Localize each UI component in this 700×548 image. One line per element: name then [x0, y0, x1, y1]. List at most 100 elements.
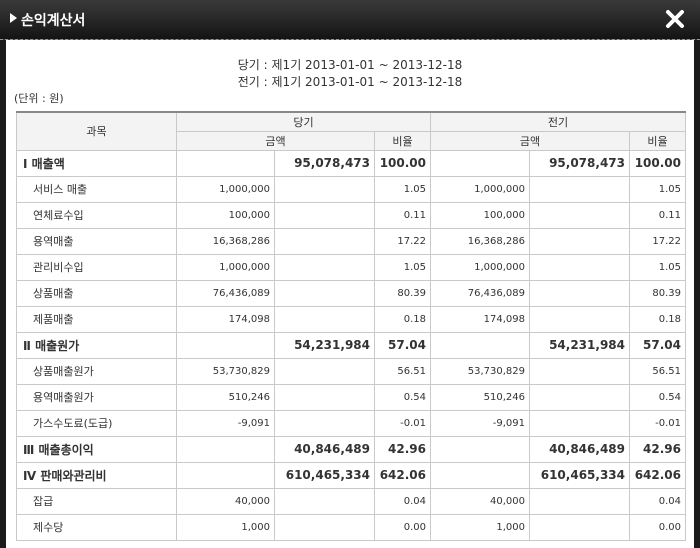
cell-cur-detail: 1,000,000: [176, 253, 275, 281]
cell-cur-total: 40,846,489: [274, 435, 375, 463]
cell-name: 상품매출: [16, 279, 177, 307]
cell-prev-ratio: 100.00: [629, 149, 686, 177]
cell-cur-ratio: 100.00: [374, 149, 431, 177]
cell-name: Ⅳ 판매와관리비: [16, 461, 177, 489]
previous-period: 전기 : 제1기 2013-01-01 ~ 2013-12-18: [237, 75, 463, 89]
window-titlebar: 손익계산서: [0, 0, 700, 40]
cell-name: Ⅲ 매출총이익: [16, 435, 177, 463]
cell-prev-detail: 76,436,089: [430, 279, 530, 307]
cell-prev-detail: 510,246: [430, 383, 530, 411]
income-statement-table: 과목 당기 전기 금액 비율 금액 비율 Ⅰ 매출액 95,078,473 100.…: [16, 111, 686, 541]
cell-prev-ratio: 42.96: [629, 435, 686, 463]
cell-cur-total: [274, 487, 375, 515]
cell-prev-total: [529, 175, 630, 203]
cell-cur-total: [274, 227, 375, 255]
cell-prev-total: [529, 487, 630, 515]
cell-prev-detail: 1,000,000: [430, 253, 530, 281]
cell-cur-total: [274, 383, 375, 411]
cell-cur-total: [274, 305, 375, 333]
window-title: 손익계산서: [21, 13, 86, 29]
cell-cur-detail: 510,246: [176, 383, 275, 411]
cell-cur-detail: 1,000,000: [176, 175, 275, 203]
cell-cur-ratio: 0.04: [374, 487, 431, 515]
cell-prev-detail: 16,368,286: [430, 227, 530, 255]
cell-prev-ratio: 1.05: [629, 253, 686, 281]
cell-prev-detail: [430, 331, 530, 359]
cell-cur-ratio: 17.22: [374, 227, 431, 255]
cell-prev-ratio: 642.06: [629, 461, 686, 489]
cell-cur-ratio: 0.00: [374, 513, 431, 541]
table-row-major: Ⅳ 판매와관리비 610,465,334 642.06 610,465,334 642.…: [16, 461, 686, 489]
cell-cur-detail: 100,000: [176, 201, 275, 229]
cell-prev-total: [529, 357, 630, 385]
table-row-major: Ⅱ 매출원가 54,231,984 57.04 54,231,984 57.04: [16, 331, 686, 359]
cell-cur-total: [274, 175, 375, 203]
close-icon[interactable]: [664, 8, 686, 30]
cell-prev-ratio: 56.51: [629, 357, 686, 385]
cell-prev-detail: 53,730,829: [430, 357, 530, 385]
table-row-major: Ⅲ 매출총이익 40,846,489 42.96 40,846,489 42.96: [16, 435, 686, 463]
cell-name: 제품매출: [16, 305, 177, 333]
cell-cur-ratio: -0.01: [374, 409, 431, 437]
table-row: 가스수도료(도급) -9,091 -0.01 -9,091 -0.01: [16, 409, 686, 437]
cell-cur-total: [274, 409, 375, 437]
cell-cur-ratio: 1.05: [374, 253, 431, 281]
cell-prev-ratio: 0.00: [629, 513, 686, 541]
table-row: 용역매출 16,368,286 17.22 16,368,286 17.22: [16, 227, 686, 255]
cell-cur-total: [274, 253, 375, 281]
cell-cur-total: [274, 513, 375, 541]
cell-prev-ratio: 17.22: [629, 227, 686, 255]
cell-cur-ratio: 0.54: [374, 383, 431, 411]
cell-name: Ⅰ 매출액: [16, 149, 177, 177]
header-current: 당기: [176, 111, 431, 132]
table-row: 연체료수입 100,000 0.11 100,000 0.11: [16, 201, 686, 229]
cell-prev-total: 610,465,334: [529, 461, 630, 489]
cell-cur-total: 54,231,984: [274, 331, 375, 359]
cell-cur-ratio: 80.39: [374, 279, 431, 307]
cell-cur-ratio: 1.05: [374, 175, 431, 203]
header-previous-amount: 금액: [430, 130, 630, 151]
cell-cur-total: [274, 201, 375, 229]
cell-prev-detail: 1,000: [430, 513, 530, 541]
table-row-major: Ⅰ 매출액 95,078,473 100.00 95,078,473 100.00: [16, 149, 686, 177]
cell-cur-detail: [176, 331, 275, 359]
statement-panel: 당기 : 제1기 2013-01-01 ~ 2013-12-18 전기 : 제1…: [0, 40, 700, 548]
cell-cur-detail: -9,091: [176, 409, 275, 437]
cell-prev-detail: 100,000: [430, 201, 530, 229]
cell-cur-ratio: 42.96: [374, 435, 431, 463]
cell-prev-total: [529, 201, 630, 229]
cell-prev-ratio: -0.01: [629, 409, 686, 437]
header-current-amount: 금액: [176, 130, 375, 151]
cell-name: 제수당: [16, 513, 177, 541]
header-previous: 전기: [430, 111, 686, 132]
triangle-bullet-icon: [10, 13, 17, 23]
cell-name: 용역매출: [16, 227, 177, 255]
table-row: 잡급 40,000 0.04 40,000 0.04: [16, 487, 686, 515]
cell-prev-detail: [430, 461, 530, 489]
cell-cur-detail: 76,436,089: [176, 279, 275, 307]
cell-cur-ratio: 0.11: [374, 201, 431, 229]
table-row: 제수당 1,000 0.00 1,000 0.00: [16, 513, 686, 541]
cell-prev-ratio: 57.04: [629, 331, 686, 359]
header-current-ratio: 비율: [374, 130, 431, 151]
cell-cur-ratio: 0.18: [374, 305, 431, 333]
current-period: 당기 : 제1기 2013-01-01 ~ 2013-12-18: [237, 58, 463, 72]
cell-prev-total: 54,231,984: [529, 331, 630, 359]
cell-prev-ratio: 1.05: [629, 175, 686, 203]
unit-label: (단위 : 원): [14, 92, 64, 105]
cell-name: 관리비수입: [16, 253, 177, 281]
cell-prev-total: [529, 279, 630, 307]
table-row: 제품매출 174,098 0.18 174,098 0.18: [16, 305, 686, 333]
cell-prev-ratio: 80.39: [629, 279, 686, 307]
cell-cur-total: [274, 357, 375, 385]
cell-name: 가스수도료(도급): [16, 409, 177, 437]
table-row: 관리비수입 1,000,000 1.05 1,000,000 1.05: [16, 253, 686, 281]
cell-prev-detail: [430, 435, 530, 463]
cell-name: 용역매출원가: [16, 383, 177, 411]
cell-prev-total: 95,078,473: [529, 149, 630, 177]
cell-cur-ratio: 57.04: [374, 331, 431, 359]
table-row: 상품매출원가 53,730,829 56.51 53,730,829 56.51: [16, 357, 686, 385]
header-previous-ratio: 비율: [629, 130, 686, 151]
cell-cur-detail: [176, 461, 275, 489]
cell-cur-total: [274, 279, 375, 307]
